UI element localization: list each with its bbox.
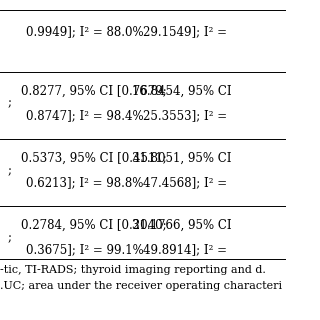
- Text: 0.9949]; I² = 88.0%: 0.9949]; I² = 88.0%: [26, 26, 143, 38]
- Text: 16.8454, 95% CI: 16.8454, 95% CI: [132, 85, 231, 98]
- Text: 47.4568]; I² =: 47.4568]; I² =: [143, 176, 227, 189]
- Text: 49.8914]; I² =: 49.8914]; I² =: [143, 243, 227, 256]
- Text: 0.6213]; I² = 98.8%: 0.6213]; I² = 98.8%: [26, 176, 143, 189]
- Text: ;: ;: [7, 164, 11, 177]
- Text: .UC; area under the receiver operating characteri: .UC; area under the receiver operating c…: [0, 281, 282, 292]
- Text: -tic, TI-RADS; thyroid imaging reporting and d.: -tic, TI-RADS; thyroid imaging reporting…: [0, 265, 266, 276]
- Text: 0.2784, 95% CI [0.2040;: 0.2784, 95% CI [0.2040;: [21, 219, 167, 232]
- Text: 31.8051, 95% CI: 31.8051, 95% CI: [132, 152, 231, 165]
- Text: ;: ;: [7, 231, 11, 244]
- Text: ;: ;: [7, 97, 11, 110]
- Text: 0.3675]; I² = 99.1%: 0.3675]; I² = 99.1%: [26, 243, 143, 256]
- Text: 0.5373, 95% CI [0.4511;: 0.5373, 95% CI [0.4511;: [21, 152, 167, 165]
- Text: 31.1766, 95% CI: 31.1766, 95% CI: [132, 219, 231, 232]
- Text: 0.8277, 95% CI [0.7679;: 0.8277, 95% CI [0.7679;: [21, 85, 167, 98]
- Text: 25.3553]; I² =: 25.3553]; I² =: [143, 109, 227, 122]
- Text: 0.8747]; I² = 98.4%: 0.8747]; I² = 98.4%: [26, 109, 143, 122]
- Text: 29.1549]; I² =: 29.1549]; I² =: [143, 26, 227, 38]
